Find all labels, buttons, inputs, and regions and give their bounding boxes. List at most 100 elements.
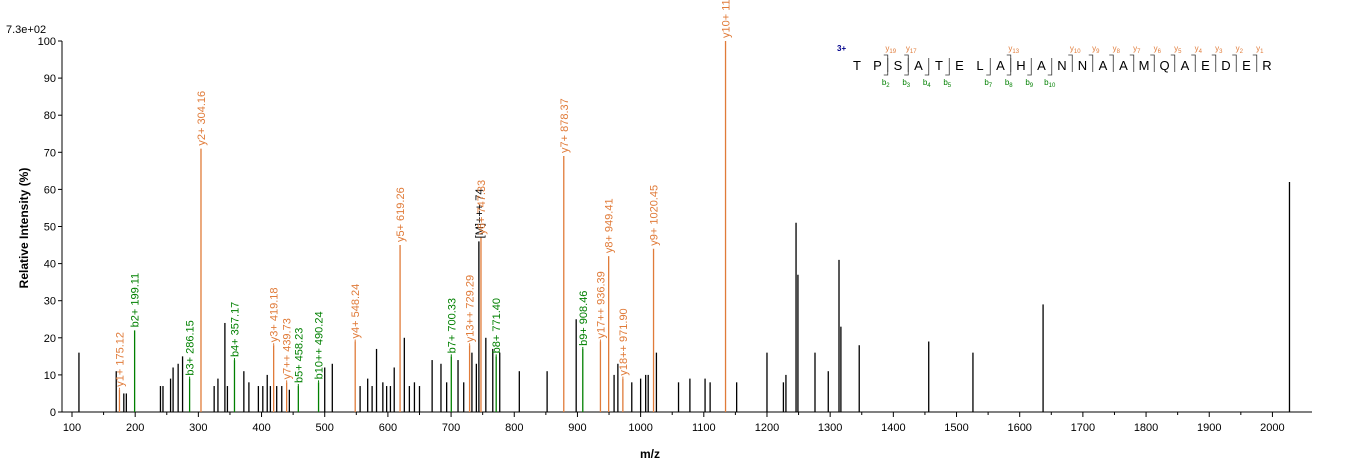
sequence-residue: E — [1201, 58, 1210, 73]
sequence-residue: T — [853, 58, 861, 73]
peak-label: y4+ 548.24 — [350, 284, 362, 339]
y-ion-label: y1 — [1256, 44, 1264, 55]
y-ion-label: y13 — [1008, 44, 1019, 55]
sequence-residue: S — [894, 58, 903, 73]
b-ion-label: b10 — [1044, 78, 1056, 89]
y-tick-label: 20 — [44, 333, 56, 345]
y-ion-bracket — [1129, 54, 1135, 72]
peak-label: y17++ 936.39 — [595, 271, 607, 338]
sequence-residue: A — [914, 58, 923, 73]
sequence-residue: E — [955, 58, 964, 73]
x-tick-label: 2000 — [1260, 422, 1284, 434]
y-ion-bracket — [1191, 54, 1196, 72]
sequence-residue: H — [1016, 58, 1025, 73]
axes: 0 10 20 30 40 50 60 70 80 90 100 100 200 300 400 500 600… — [38, 36, 1312, 434]
y-ion-label: y19 — [885, 44, 896, 55]
x-tick-label: 1800 — [1134, 422, 1158, 434]
b-ion-bracket — [924, 58, 930, 76]
x-tick-label: 1400 — [881, 422, 905, 434]
x-tick-label: 1100 — [692, 422, 716, 434]
x-axis-label: m/z — [640, 447, 660, 461]
x-tick-label: 1000 — [628, 422, 652, 434]
y-axis-label: Relative Intensity (%) — [17, 168, 31, 289]
sequence-residue: A — [1099, 58, 1108, 73]
b-ion-bracket — [986, 58, 991, 76]
y-ion-bracket — [883, 54, 889, 72]
sequence-residue: M — [1139, 58, 1150, 73]
sequence-residue: A — [1181, 58, 1190, 73]
x-tick-label: 1300 — [818, 422, 842, 434]
peak-label: b10++ 490.24 — [314, 311, 326, 379]
y-ion-bracket — [1006, 54, 1012, 72]
x-tick-label: 200 — [126, 422, 144, 434]
b-ion-bracket — [1006, 58, 1012, 76]
sequence-residue: A — [996, 58, 1005, 73]
x-tick-label: 600 — [379, 422, 397, 434]
sequence-residue: E — [1242, 58, 1251, 73]
x-tick-label: 1500 — [944, 422, 968, 434]
x-tick-label: 900 — [568, 422, 586, 434]
sequence-residue: T — [935, 58, 943, 73]
y-tick-label: 80 — [44, 110, 56, 122]
x-tick-label: 1200 — [755, 422, 779, 434]
y-ion-bracket — [1252, 54, 1258, 72]
y-ion-bracket — [1232, 54, 1237, 72]
y-tick-label: 60 — [44, 184, 56, 196]
peak-label: b8+ 771.40 — [491, 298, 503, 353]
b-ion-label: b4 — [923, 78, 931, 89]
peak-label: y8+ 949.41 — [604, 198, 616, 253]
peak-label: y7++ 439.73 — [282, 318, 294, 379]
sequence-residue: A — [1119, 58, 1128, 73]
b-ion-label: b5 — [943, 78, 951, 89]
peaks — [78, 41, 1291, 412]
y-ion-bracket — [1150, 54, 1155, 72]
y-ion-bracket — [1211, 54, 1217, 72]
peak-label: b2+ 199.11 — [130, 273, 142, 328]
peak-label: b7+ 700.33 — [446, 298, 458, 353]
x-tick-label: 1700 — [1071, 422, 1095, 434]
y-ion-bracket — [1170, 54, 1176, 72]
sequence-residue: A — [1037, 58, 1046, 73]
y-tick-label: 70 — [44, 147, 56, 159]
peak-label: y9+ 1020.45 — [649, 185, 661, 246]
b-ion-bracket — [904, 58, 909, 76]
b-ion-label: b7 — [984, 78, 992, 89]
y-ion-label: y3 — [1215, 44, 1223, 55]
b-ion-label: b3 — [902, 78, 910, 89]
y-ion-bracket — [1088, 54, 1094, 72]
x-tick-label: 1600 — [1007, 422, 1031, 434]
peak-label: y13++ 729.29 — [465, 275, 477, 342]
y-ion-label: y2 — [1236, 44, 1244, 55]
b-ion-label: b9 — [1025, 78, 1033, 89]
sequence-residue: N — [1078, 58, 1087, 73]
b-ion-bracket — [883, 58, 889, 76]
b-ion-bracket — [1027, 58, 1032, 76]
max-intensity-label: 7.3e+02 — [6, 24, 46, 36]
peak-label: b5+ 458.23 — [293, 328, 305, 383]
peak-label: y10+ 1134.4 — [721, 0, 733, 38]
sequence-residue: P — [873, 58, 882, 73]
peak-label: b3+ 286.15 — [185, 320, 197, 375]
peak-label: y18++ 971.90 — [618, 308, 630, 375]
peak-label: y1+ 175.12 — [114, 332, 126, 387]
y-tick-label: 10 — [44, 370, 56, 382]
y-tick-label: 30 — [44, 296, 56, 308]
b-ion-bracket — [1047, 58, 1053, 76]
sequence-residue: N — [1057, 58, 1066, 73]
y-tick-label: 40 — [44, 259, 56, 271]
b-ion-bracket — [945, 58, 950, 76]
y-ion-label: y6 — [1154, 44, 1162, 55]
x-tick-label: 500 — [316, 422, 334, 434]
peak-label: y2+ 304.16 — [196, 91, 208, 146]
y-ion-bracket — [1068, 54, 1073, 72]
x-tick-label: 100 — [63, 422, 81, 434]
y-tick-label: 0 — [50, 407, 56, 419]
b-ion-label: b2 — [882, 78, 890, 89]
y-ion-label: y17 — [906, 44, 917, 55]
x-tick-label: 400 — [252, 422, 270, 434]
peak-label: y5+ 619.26 — [395, 187, 407, 242]
sequence-residue: R — [1262, 58, 1271, 73]
y-ion-label: y10 — [1070, 44, 1081, 55]
precursor-charge: 3+ — [837, 44, 846, 53]
